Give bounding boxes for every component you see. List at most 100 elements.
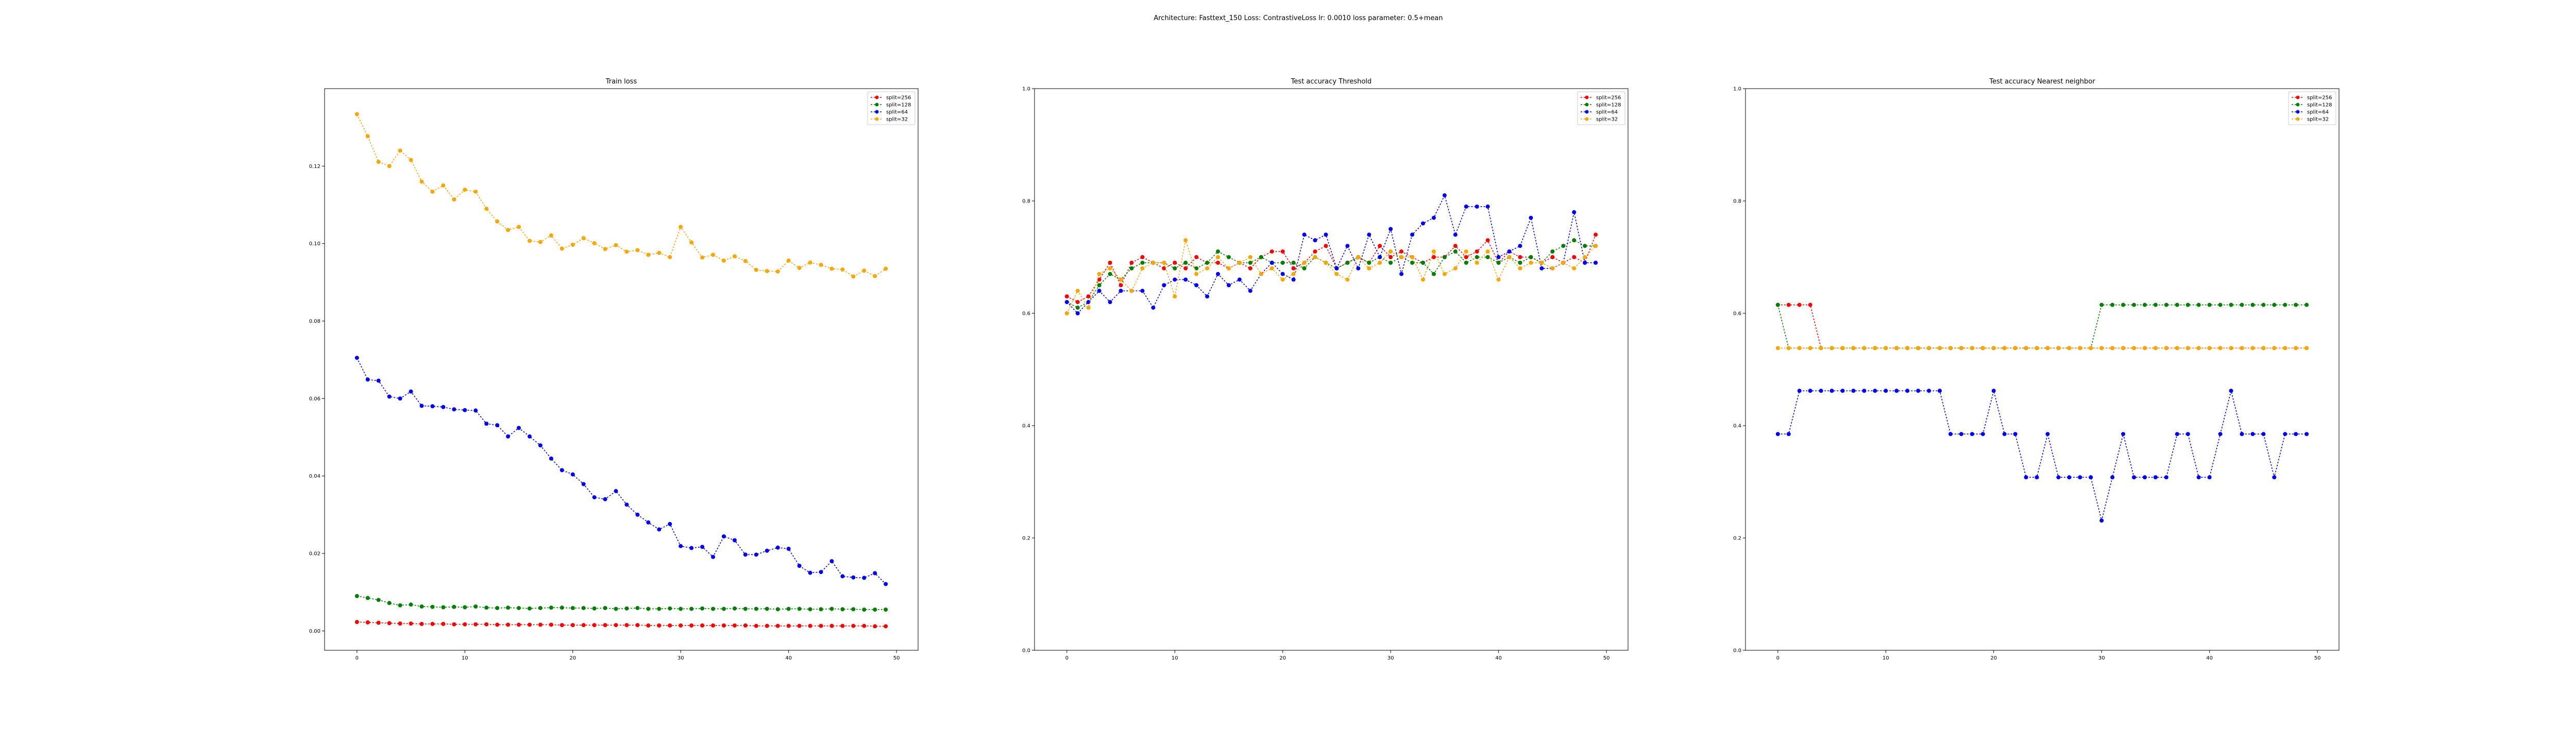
- data-point: [743, 606, 748, 611]
- data-point: [851, 623, 856, 628]
- data-point: [2024, 475, 2028, 480]
- x-tick-label: 50: [1603, 655, 1610, 661]
- data-point: [463, 605, 467, 610]
- data-point: [732, 623, 737, 628]
- data-point: [2035, 346, 2039, 350]
- data-point: [1594, 232, 1598, 237]
- data-point: [2207, 302, 2212, 307]
- data-point: [1518, 266, 1522, 271]
- data-point: [1248, 260, 1252, 265]
- data-point: [452, 604, 456, 609]
- data-point: [517, 622, 521, 627]
- x-tick-label: 0: [1065, 655, 1069, 661]
- data-point: [1475, 260, 1479, 265]
- data-point: [581, 236, 586, 241]
- data-point: [2164, 346, 2168, 350]
- data-point: [711, 252, 716, 257]
- data-point: [354, 356, 359, 360]
- data-point: [1583, 244, 1587, 248]
- data-point: [2229, 389, 2233, 393]
- data-point: [1927, 346, 1931, 350]
- data-point: [2250, 302, 2255, 307]
- data-point: [1378, 260, 1382, 265]
- data-point: [1840, 346, 1845, 350]
- x-tick-label: 0: [355, 655, 359, 661]
- data-point: [409, 602, 413, 607]
- data-point: [1075, 311, 1080, 315]
- chart-2: Test accuracy Threshold 0 10 20 30 40 50 0.0 0.2…: [1022, 78, 1629, 661]
- data-point: [775, 545, 780, 550]
- data-point: [1345, 277, 1350, 282]
- data-point: [1464, 204, 1468, 209]
- data-point: [1227, 266, 1231, 271]
- data-point: [1097, 272, 1101, 276]
- data-point: [2261, 302, 2266, 307]
- data-point: [430, 404, 435, 409]
- legend-label: split=64: [886, 110, 908, 115]
- data-point: [452, 407, 456, 412]
- data-point: [1227, 283, 1231, 288]
- data-point: [862, 608, 867, 612]
- data-point: [2304, 346, 2309, 350]
- data-point: [1539, 260, 1544, 265]
- data-point: [495, 423, 500, 428]
- data-point: [646, 606, 651, 611]
- data-point: [1594, 260, 1598, 265]
- data-point: [1313, 238, 1317, 243]
- data-point: [1118, 277, 1123, 282]
- data-point: [2294, 302, 2298, 307]
- data-point: [441, 621, 446, 626]
- data-point: [1248, 289, 1252, 293]
- data-point: [2056, 475, 2061, 480]
- data-point: [2099, 346, 2104, 350]
- data-point: [1775, 346, 1780, 350]
- data-point: [538, 443, 543, 448]
- data-point: [1097, 289, 1101, 293]
- data-point: [1431, 249, 1436, 254]
- data-point: [786, 623, 791, 628]
- data-point: [1086, 300, 1091, 305]
- data-point: [1108, 272, 1112, 276]
- data-point: [808, 260, 812, 265]
- data-point: [1324, 260, 1328, 265]
- data-point: [1948, 346, 1953, 350]
- data-point: [819, 607, 823, 612]
- data-point: [1927, 389, 1931, 393]
- data-point: [1873, 389, 1877, 393]
- legend-label: split=256: [886, 95, 911, 101]
- data-point: [1873, 346, 1877, 350]
- data-point: [419, 621, 424, 626]
- data-point: [527, 622, 532, 627]
- data-point: [570, 623, 575, 628]
- figure-suptitle: Architecture: Fasttext_150 Loss: Contras…: [1154, 14, 1443, 22]
- data-point: [646, 520, 651, 525]
- data-point: [1291, 272, 1296, 276]
- data-point: [1248, 266, 1252, 271]
- data-point: [2153, 475, 2158, 480]
- data-point: [495, 606, 500, 611]
- data-point: [506, 605, 511, 610]
- data-point: [1583, 260, 1587, 265]
- data-point: [549, 605, 553, 610]
- data-point: [884, 582, 888, 586]
- data-point: [387, 601, 392, 605]
- data-point: [1797, 346, 1802, 350]
- data-point: [775, 269, 780, 274]
- data-point: [2218, 346, 2223, 350]
- data-point: [1324, 232, 1328, 237]
- data-point: [2045, 432, 2050, 436]
- series-line: [1777, 304, 2307, 349]
- data-point: [829, 559, 834, 564]
- data-point: [635, 248, 640, 252]
- data-point: [1140, 289, 1145, 293]
- data-point: [808, 623, 812, 628]
- data-point: [614, 243, 618, 247]
- data-point: [1550, 266, 1555, 271]
- data-point: [1140, 260, 1145, 265]
- data-point: [1356, 255, 1361, 259]
- data-point: [1108, 266, 1112, 271]
- data-point: [1786, 302, 1791, 307]
- data-point: [1269, 260, 1274, 265]
- legend-marker: [2296, 110, 2300, 114]
- series-split-32: [1064, 238, 1598, 315]
